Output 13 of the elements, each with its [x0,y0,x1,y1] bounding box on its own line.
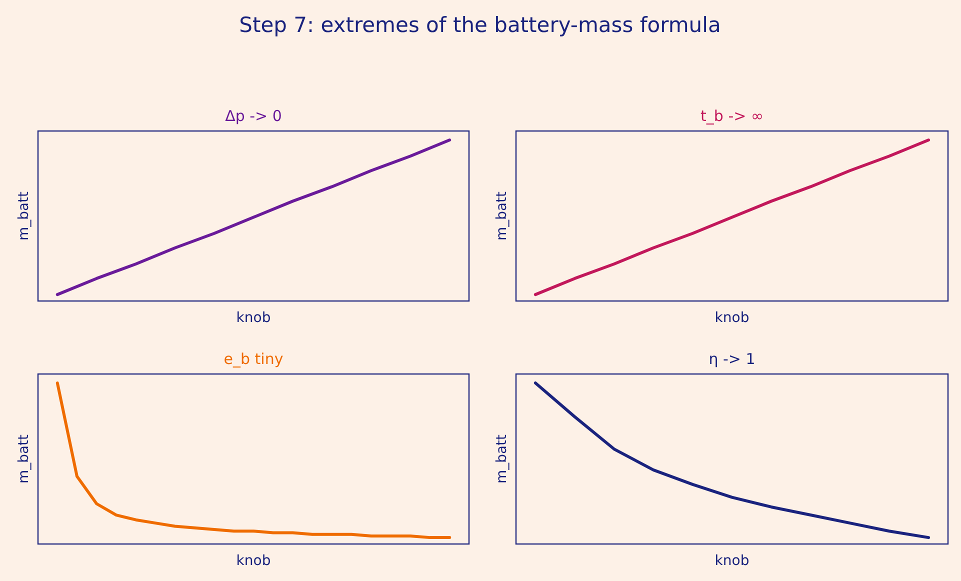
y-axis-title: m_batt [494,434,510,484]
chart-title: e_b tiny [224,350,284,368]
y-axis-title: m_batt [16,190,32,241]
text: Step 7: extremes of the battery-mass formula [239,13,721,37]
chart-title: Δp -> 0 [225,107,282,125]
x-axis-title: knob [236,553,271,569]
y-axis-title: m_batt [16,434,32,484]
y-axis-title: m_batt [494,190,510,241]
chart-title: t_b -> ∞ [700,107,764,125]
x-axis-title: knob [236,310,271,326]
x-axis-title: knob [714,310,750,326]
x-axis-title: knob [714,553,750,569]
chart-title: η -> 1 [708,350,756,368]
